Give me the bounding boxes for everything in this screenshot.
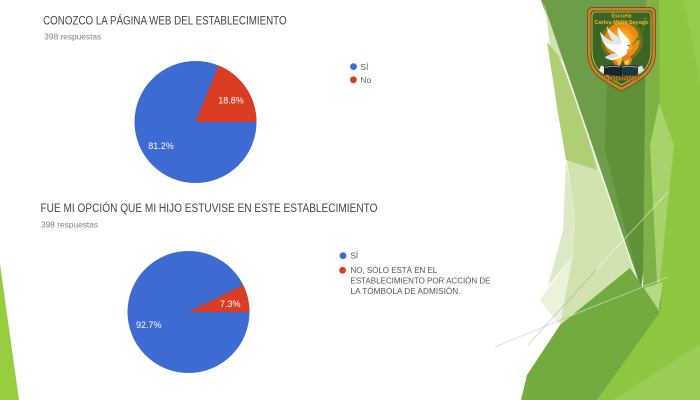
svg-text:Escuela: Escuela (612, 14, 633, 20)
svg-text:81.2%: 81.2% (148, 141, 174, 151)
svg-text:SÍ: SÍ (360, 62, 369, 72)
svg-text:Carlos María Sayago: Carlos María Sayago (595, 20, 649, 26)
svg-text:18.8%: 18.8% (218, 96, 244, 106)
svg-text:CONOZCO LA PÁGINA WEB DEL ESTA: CONOZCO LA PÁGINA WEB DEL ESTABLECIMIENT… (43, 14, 287, 27)
svg-text:FUE MI OPCIÓN QUE MI HIJO ESTU: FUE MI OPCIÓN QUE MI HIJO ESTUVISE EN ES… (41, 202, 378, 215)
svg-text:7.3%: 7.3% (220, 299, 241, 309)
svg-text:No: No (360, 75, 371, 85)
svg-text:398 respuestas: 398 respuestas (41, 219, 98, 229)
svg-text:398 respuestas: 398 respuestas (44, 32, 101, 42)
svg-text:92.7%: 92.7% (136, 320, 162, 330)
svg-text:LA TÓMBOLA DE ADMISIÓN.: LA TÓMBOLA DE ADMISIÓN. (351, 287, 461, 296)
svg-text:ESTABLECIMIENTO POR ACCIÓN DE: ESTABLECIMIENTO POR ACCIÓN DE (351, 277, 491, 286)
svg-text:NO, SÓLO ESTÁ EN EL: NO, SÓLO ESTÁ EN EL (351, 266, 438, 275)
svg-text:SÍ: SÍ (351, 252, 359, 261)
svg-text:Copiapó: Copiapó (604, 73, 640, 83)
